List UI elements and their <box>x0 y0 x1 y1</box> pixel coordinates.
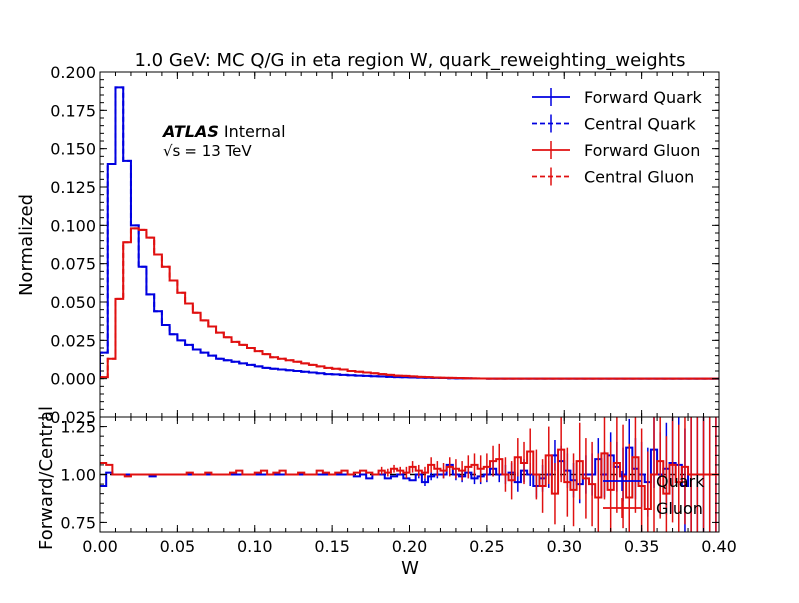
ratio-y-tick-label: 1.25 <box>60 418 96 437</box>
legend-entry-central-gluon: Central Gluon <box>584 168 694 187</box>
top-ylabel: Normalized <box>16 194 37 296</box>
top-y-tick-label: −0.025 <box>37 408 96 427</box>
svg-text:√s= 13 TeV: √s = 13 TeV <box>163 142 252 160</box>
x-axis-label: W <box>401 558 419 579</box>
atlas-label-bold: ATLAS <box>161 122 219 141</box>
top-y-tick-label: 0.100 <box>50 216 96 235</box>
chart-title: 1.0 GeV: MC Q/G in eta region W, quark_r… <box>135 50 686 71</box>
top-y-tick-label: 0.175 <box>50 101 96 120</box>
atlas-status-label: Internal <box>224 122 286 141</box>
x-tick-label: 0.00 <box>82 537 118 556</box>
ratio-ylabel: Forward/Central <box>36 406 57 550</box>
ratio-y-tick-label: 0.75 <box>60 513 96 532</box>
ratio-legend-entry-quark: Quark <box>656 472 705 491</box>
atlas-label: ATLAS Internal √s = 13 TeV <box>161 122 286 160</box>
ratio-legend: Quark Gluon <box>603 471 705 518</box>
ratio-panel: 0.75 1.00 1.25 Forward/Central Quark Gluon <box>36 406 720 550</box>
series-line-forward-gluon <box>100 227 719 380</box>
series-line-central-gluon <box>100 227 719 380</box>
ratio-ticks: 0.75 1.00 1.25 <box>60 418 719 532</box>
series-line-central-quark <box>100 86 719 380</box>
x-tick-label: 0.30 <box>546 537 582 556</box>
legend-entry-forward-quark: Forward Quark <box>584 88 703 107</box>
x-tick-label: 0.10 <box>237 537 273 556</box>
x-tick-label: 0.35 <box>624 537 660 556</box>
top-series-group <box>100 86 719 380</box>
top-y-tick-label: 0.150 <box>50 140 96 159</box>
top-y-tick-label: 0.125 <box>50 178 96 197</box>
x-tick-label: 0.25 <box>469 537 505 556</box>
energy-value-label: = 13 TeV <box>184 142 252 160</box>
top-y-tick-label: 0.000 <box>50 370 96 389</box>
top-panel: −0.025 0.000 0.025 0.050 0.075 0.100 0.125 0.15… <box>16 63 720 427</box>
ratio-y-tick-label: 1.00 <box>60 466 96 485</box>
top-legend: Forward Quark Central Quark Forward Gluon C… <box>532 88 703 187</box>
ratio-series-group <box>100 417 719 532</box>
energy-sqrt-label: √s <box>163 142 181 160</box>
legend-entry-forward-gluon: Forward Gluon <box>584 141 700 160</box>
top-y-tick-label: 0.050 <box>50 293 96 312</box>
top-y-tick-label: 0.075 <box>50 255 96 274</box>
x-tick-label: 0.40 <box>701 537 737 556</box>
x-tick-label: 0.20 <box>392 537 428 556</box>
x-tick-label: 0.05 <box>160 537 196 556</box>
top-y-tick-label: 0.025 <box>50 331 96 350</box>
top-ticks: −0.025 0.000 0.025 0.050 0.075 0.100 0.125 0.15… <box>37 63 719 427</box>
ratio-line-gluon <box>100 448 719 510</box>
top-y-tick-label: 0.200 <box>50 63 96 82</box>
x-tick-label: 0.15 <box>314 537 350 556</box>
legend-entry-central-quark: Central Quark <box>584 115 696 134</box>
x-ticks: 0.00 0.05 0.10 0.15 0.20 0.25 0.30 0.35 0.40 <box>82 72 737 556</box>
ratio-legend-entry-gluon: Gluon <box>656 499 703 518</box>
ratio-line-quark <box>100 446 719 487</box>
